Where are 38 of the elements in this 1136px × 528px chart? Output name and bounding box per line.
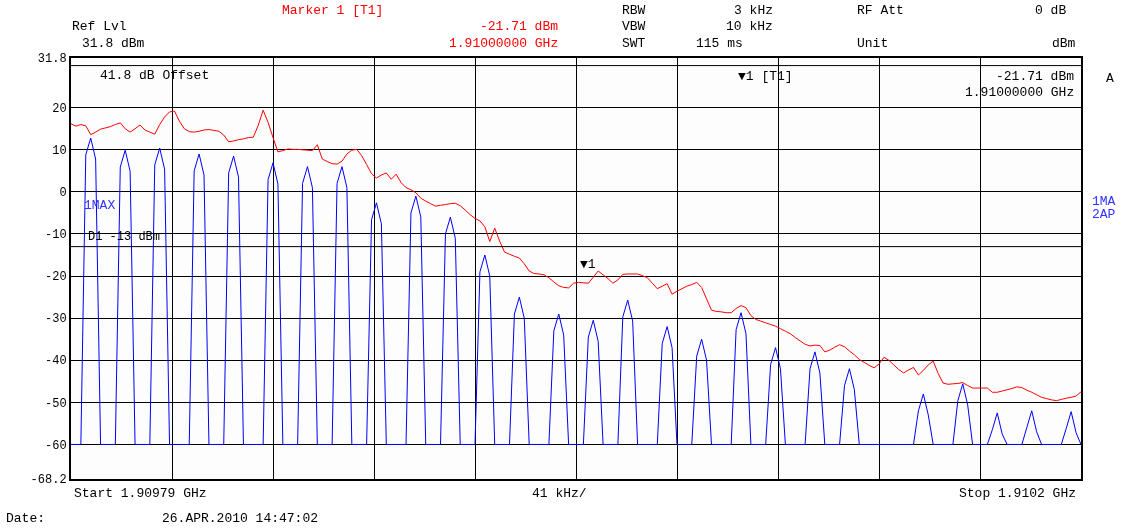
line-series (71, 137, 1081, 445)
y-tick-label: -10 (44, 228, 67, 243)
text: 115 ms (696, 36, 743, 51)
y-tick-label: 10 (52, 143, 67, 158)
text: 1MA (1092, 194, 1116, 209)
text: Ref Lvl (72, 19, 127, 34)
text: 26.APR.2010 14:47:02 (162, 511, 319, 526)
text: 3 kHz (734, 3, 774, 18)
text: Start 1.90979 GHz (74, 486, 207, 501)
annotation: ▼1 (580, 257, 596, 272)
text: SWT (622, 36, 646, 51)
y-tick-label: -68.2 (30, 473, 67, 488)
text: -21.71 dBm (480, 19, 559, 34)
text: Unit (857, 36, 889, 51)
text: Stop 1.9102 GHz (959, 486, 1077, 501)
text: 1.91000000 GHz (449, 36, 559, 51)
y-tick-label: -40 (44, 354, 67, 369)
y-tick-label: -20 (44, 270, 67, 285)
text: 31.8 dBm (82, 36, 145, 51)
y-tick-label: -60 (44, 438, 67, 453)
text: Date: (6, 511, 46, 526)
y-tick-label: 31.8 (37, 52, 67, 67)
y-tick-label: 0 (59, 186, 67, 201)
text: RF Att (857, 3, 904, 18)
text: 2AP (1092, 207, 1116, 222)
text: dBm (1052, 36, 1076, 51)
text: Marker 1 [T1] (282, 3, 384, 18)
line-series (71, 109, 1081, 402)
y-tick-label: 20 (52, 101, 67, 116)
text: VBW (622, 19, 646, 34)
text: 10 kHz (726, 19, 773, 34)
y-tick-label: -50 (44, 396, 67, 411)
annotation: -21.71 dBm (996, 69, 1075, 84)
y-tick-label: -30 (44, 312, 67, 327)
text: RBW (622, 3, 646, 18)
text: 0 dB (1035, 3, 1067, 18)
text: 41 kHz/ (532, 486, 587, 501)
text: A (1106, 71, 1114, 86)
